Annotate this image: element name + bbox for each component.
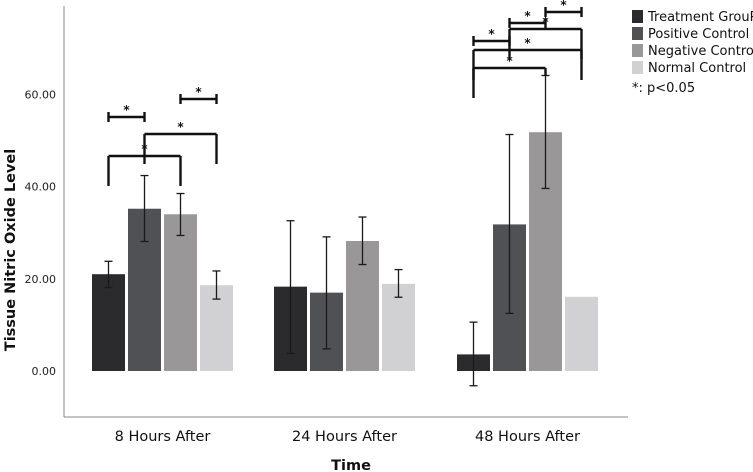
- significance-star: *: [506, 54, 513, 68]
- significance-star: *: [195, 85, 202, 99]
- significance-star: *: [524, 36, 531, 50]
- bar: [92, 274, 125, 371]
- significance-note: *: p<0.05: [632, 81, 695, 96]
- significance-star: *: [560, 0, 567, 12]
- y-axis-title: Tissue Nitric Oxide Level: [3, 149, 19, 351]
- x-tick-label: 8 Hours After: [115, 429, 211, 445]
- significance-star: *: [524, 9, 531, 23]
- bar: [164, 214, 197, 371]
- axes: [63, 6, 628, 418]
- legend-swatch: [632, 44, 643, 57]
- legend-swatch: [632, 27, 643, 40]
- bars: [92, 132, 598, 371]
- x-axis-title: Time: [331, 458, 371, 472]
- significance-star: *: [123, 103, 130, 117]
- y-tick-label: 60.00: [25, 88, 57, 101]
- bar: [382, 283, 415, 371]
- x-tick-label: 24 Hours After: [292, 429, 397, 445]
- y-tick-label: 20.00: [25, 273, 57, 286]
- legend-label: Normal Control: [648, 61, 746, 76]
- significance-star: *: [141, 142, 148, 156]
- legend-label: Treatment GrouP: [647, 10, 753, 25]
- y-tick-label: 40.00: [25, 181, 57, 194]
- legend-swatch: [632, 10, 643, 23]
- x-axis-ticks: 8 Hours After 24 Hours After 48 Hours Afte…: [115, 429, 580, 445]
- significance-star: *: [177, 120, 184, 134]
- error-bars: [104, 74, 550, 387]
- legend-label: Positive Control: [648, 27, 749, 42]
- legend: Treatment GrouP Positive Control Negative …: [632, 10, 753, 76]
- legend-swatch: [632, 61, 643, 74]
- significance-brackets: * * * * * * * * * *: [107, 0, 583, 186]
- significance-star: *: [542, 15, 549, 29]
- significance-star: *: [488, 27, 495, 41]
- legend-label: Negative Control: [648, 44, 753, 59]
- y-axis-ticks: 0.00 20.00 40.00 60.00: [25, 88, 57, 378]
- y-tick-label: 0.00: [32, 365, 57, 378]
- bar: [565, 296, 598, 371]
- x-tick-label: 48 Hours After: [475, 429, 580, 445]
